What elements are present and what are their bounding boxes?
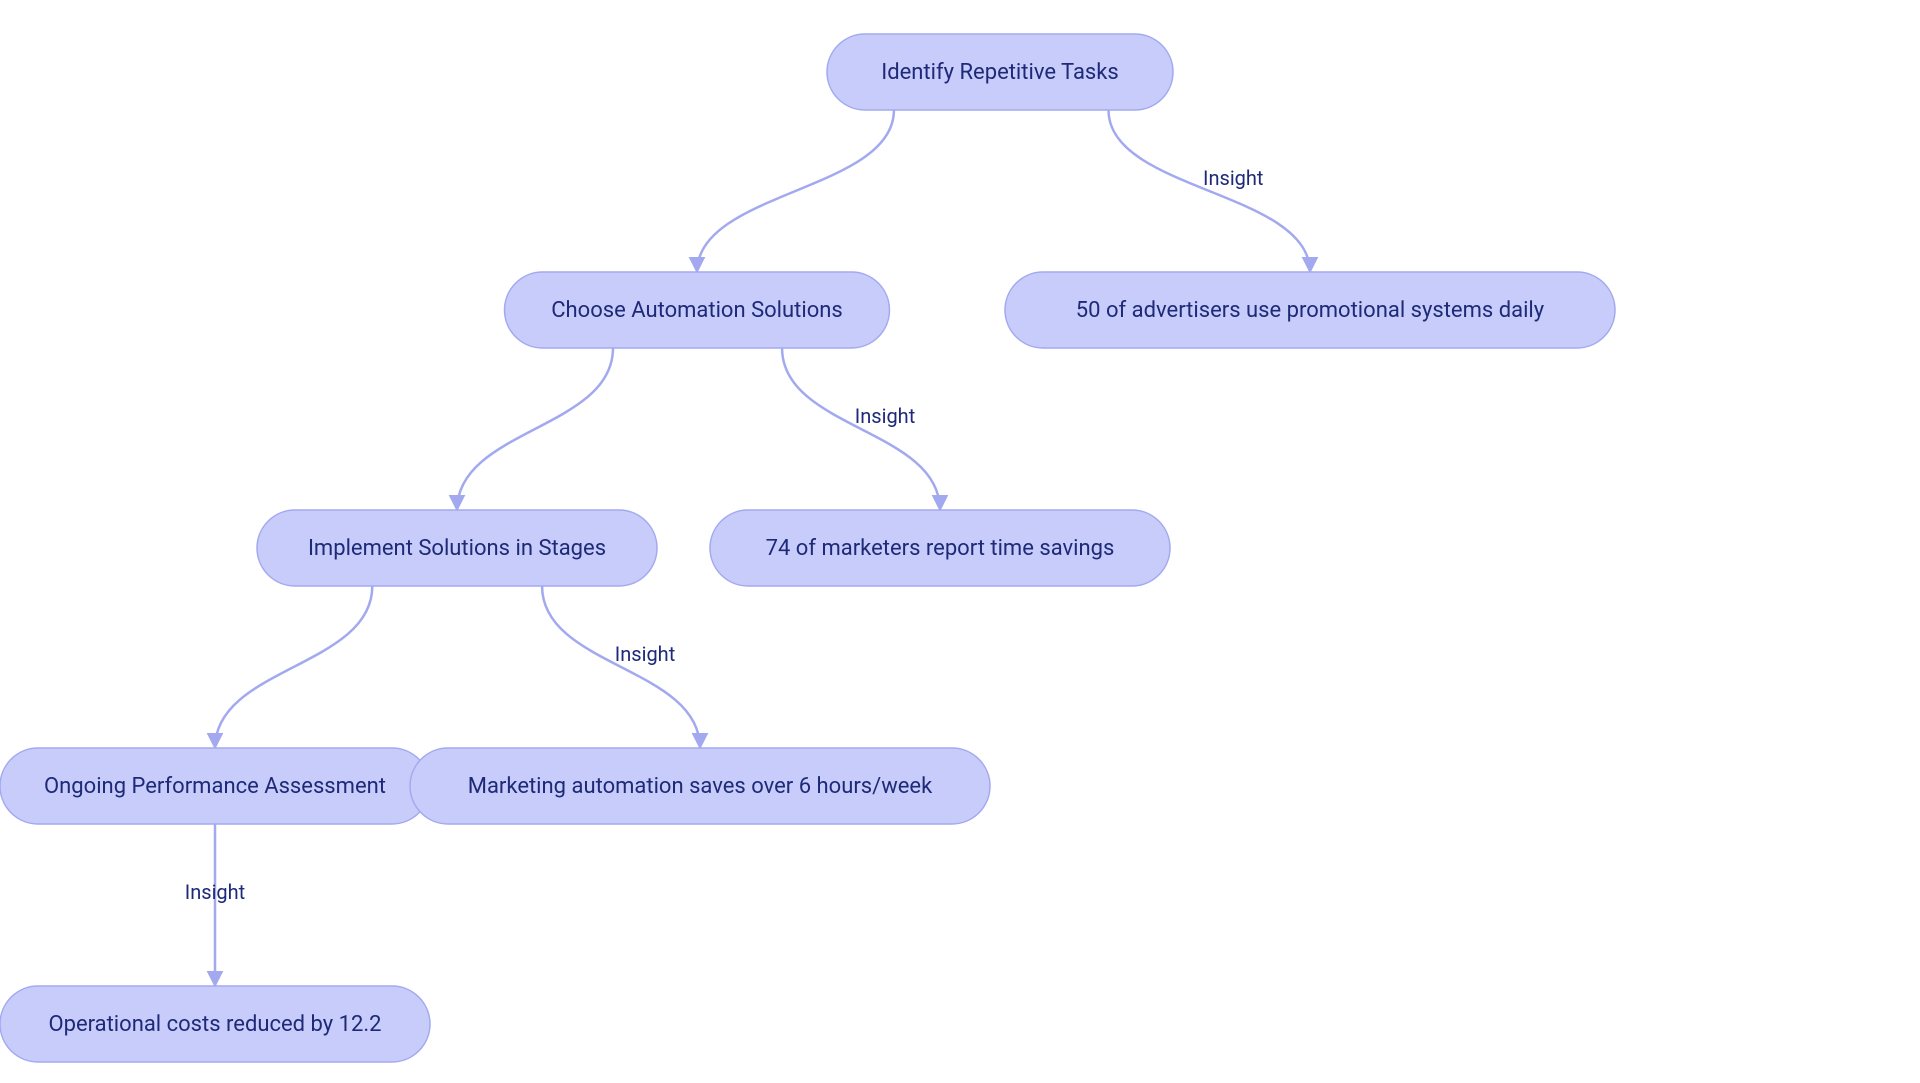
flow-edge-label: Insight — [1203, 166, 1263, 190]
flow-edge — [542, 586, 700, 748]
flow-node-label: Implement Solutions in Stages — [308, 536, 606, 561]
flow-edge — [782, 348, 940, 510]
flow-node-label: Operational costs reduced by 12.2 — [48, 1012, 381, 1037]
flow-edge-label: Insight — [615, 642, 675, 666]
flow-node-label: Marketing automation saves over 6 hours/… — [468, 774, 933, 799]
flow-node-label: Ongoing Performance Assessment — [44, 774, 386, 799]
flow-node: Choose Automation Solutions — [505, 272, 890, 348]
flow-node: Implement Solutions in Stages — [257, 510, 657, 586]
flow-node-label: Choose Automation Solutions — [551, 298, 843, 323]
flow-node: Marketing automation saves over 6 hours/… — [410, 748, 990, 824]
flowchart-canvas: Identify Repetitive Tasks Choose Automati… — [0, 0, 1920, 1083]
flow-edge — [697, 110, 894, 272]
flow-node: Operational costs reduced by 12.2 — [0, 986, 430, 1062]
flow-node-label: Identify Repetitive Tasks — [881, 60, 1119, 85]
flow-node: Ongoing Performance Assessment — [0, 748, 430, 824]
flow-node: 74 of marketers report time savings — [710, 510, 1170, 586]
flow-edge — [457, 348, 613, 510]
flow-edge-label: Insight — [855, 404, 915, 428]
flow-node: Identify Repetitive Tasks — [827, 34, 1173, 110]
flow-edge-label: Insight — [185, 880, 245, 904]
flow-edge — [215, 586, 372, 748]
flow-node-label: 50 of advertisers use promotional system… — [1076, 298, 1545, 323]
flow-edge — [1109, 110, 1311, 272]
flow-node-label: 74 of marketers report time savings — [766, 536, 1115, 561]
flow-node: 50 of advertisers use promotional system… — [1005, 272, 1615, 348]
